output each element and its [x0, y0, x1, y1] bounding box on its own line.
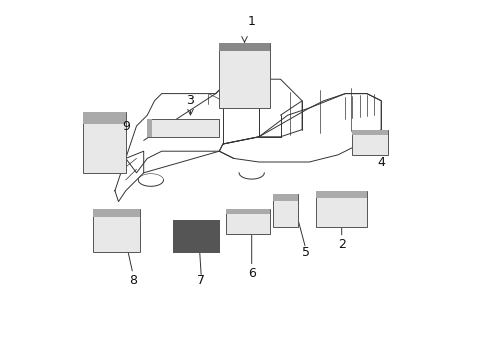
- Bar: [82, 112, 125, 173]
- Bar: [82, 112, 125, 124]
- Bar: [226, 209, 269, 214]
- Bar: [219, 43, 269, 108]
- Bar: [172, 220, 219, 252]
- Text: 3: 3: [186, 94, 194, 107]
- Bar: [226, 209, 269, 234]
- Text: 1: 1: [247, 15, 255, 28]
- Bar: [352, 130, 387, 155]
- Bar: [147, 119, 219, 137]
- Text: 9: 9: [122, 120, 129, 132]
- Text: 5: 5: [301, 246, 309, 258]
- Bar: [147, 119, 151, 137]
- Bar: [273, 194, 298, 227]
- Bar: [93, 209, 140, 252]
- Bar: [316, 191, 366, 227]
- Bar: [172, 220, 219, 252]
- Text: 2: 2: [337, 238, 345, 251]
- Text: 8: 8: [129, 274, 137, 287]
- Bar: [93, 209, 140, 217]
- Text: 6: 6: [247, 267, 255, 280]
- Bar: [219, 43, 269, 51]
- Bar: [352, 130, 387, 135]
- Text: 4: 4: [377, 156, 385, 168]
- Bar: [273, 194, 298, 201]
- Text: 7: 7: [197, 274, 205, 287]
- Bar: [316, 191, 366, 198]
